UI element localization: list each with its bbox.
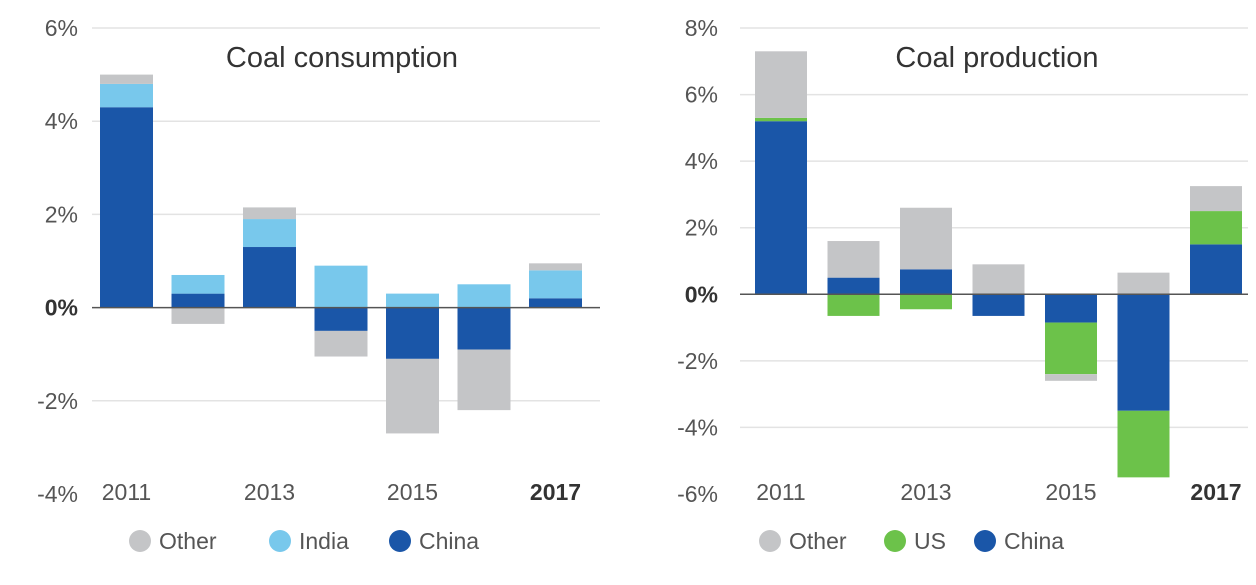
chart-2-bar-other-2012 (827, 241, 880, 278)
chart-2-y-tick-label: 6% (685, 82, 718, 108)
chart-1-bar-china-2011 (100, 107, 153, 308)
chart-1-title: Coal consumption (226, 42, 458, 74)
chart-2-bar-other-2016 (1117, 272, 1170, 295)
chart-2-bar-other-2013 (900, 207, 952, 270)
chart-1-bar-india-2011 (100, 83, 153, 108)
chart-2-y-tick-label: 4% (685, 148, 718, 174)
chart-2-legend-label-other: Other (789, 528, 847, 554)
chart-1-bar-other-2011 (100, 74, 153, 84)
chart-1-legend-swatch-india (269, 530, 291, 552)
chart-2-y-tick-label: -4% (677, 414, 718, 440)
chart-1-bar-india-2017 (529, 270, 582, 299)
chart-2-y-tick-label: 0% (685, 281, 718, 307)
chart-1-bar-india-2012 (171, 274, 225, 294)
chart-2-bar-other-2015 (1045, 374, 1097, 381)
chart-1-y-tick-label: 0% (45, 295, 78, 321)
chart-2-legend-label-china: China (1004, 528, 1064, 554)
chart-2-x-tick-label: 2011 (756, 479, 805, 505)
chart-1-x-tick-label: 2017 (530, 479, 581, 505)
chart-1-bar-india-2016 (457, 284, 511, 308)
chart-2-legend-swatch-china (974, 530, 996, 552)
chart-1-bar-other-2012 (171, 307, 225, 324)
chart-2-bar-other-2014 (972, 264, 1025, 295)
chart-2-y-tick-label: -2% (677, 348, 718, 374)
chart-1-legend-swatch-other (129, 530, 151, 552)
chart-2-bar-us-2015 (1045, 322, 1097, 375)
chart-1-bar-china-2015 (386, 307, 439, 359)
chart-1-legend-swatch-china (389, 530, 411, 552)
chart-1-bar-china-2017 (529, 298, 582, 308)
chart-2-bar-us-2017 (1190, 211, 1242, 245)
chart-2-bar-china-2011 (755, 121, 807, 295)
chart-2-bar-china-2016 (1117, 294, 1170, 411)
chart-1-bar-china-2012 (171, 293, 225, 308)
chart-1-y-tick-label: -2% (37, 388, 78, 414)
chart-2-bar-china-2014 (972, 294, 1025, 316)
chart-2-bar-us-2012 (827, 294, 880, 316)
chart-2-bar-us-2016 (1117, 410, 1170, 478)
chart-1-bar-other-2014 (314, 330, 368, 357)
chart-1-bar-other-2013 (243, 207, 296, 220)
chart-2-bar-china-2017 (1190, 244, 1242, 295)
chart-2-legend-swatch-other (759, 530, 781, 552)
chart-1-y-tick-label: 2% (45, 201, 78, 227)
chart-2-bar-china-2012 (827, 277, 880, 295)
chart-1-bar-china-2016 (457, 307, 511, 350)
chart-2-bar-china-2015 (1045, 294, 1097, 323)
chart-2-y-tick-label: -6% (677, 481, 718, 507)
chart-1-bar-other-2015 (386, 358, 439, 434)
chart-2-x-tick-label: 2017 (1190, 479, 1241, 505)
chart-1-bar-india-2015 (386, 293, 439, 308)
chart-1-bar-other-2016 (457, 349, 511, 411)
chart-2-y-tick-label: 2% (685, 215, 718, 241)
chart-1-legend-label-other: Other (159, 528, 217, 554)
chart-2-bar-us-2013 (900, 294, 952, 310)
chart-2-bar-china-2013 (900, 269, 952, 295)
chart-1-x-tick-label: 2015 (387, 479, 438, 505)
chart-2-bar-other-2017 (1190, 186, 1242, 212)
chart-1-bar-china-2014 (314, 307, 368, 331)
chart-1-x-tick-label: 2013 (244, 479, 295, 505)
chart-2-bar-us-2011 (755, 117, 807, 122)
chart-1-x-tick-label: 2011 (102, 479, 151, 505)
chart-1-legend-label-china: China (419, 528, 479, 554)
chart-1-y-tick-label: 4% (45, 108, 78, 134)
chart-1-bar-china-2013 (243, 247, 296, 308)
chart-2-x-tick-label: 2013 (900, 479, 951, 505)
chart-1-y-tick-label: -4% (37, 481, 78, 507)
chart-2-legend-swatch-us (884, 530, 906, 552)
chart-2-title: Coal production (895, 42, 1098, 74)
chart-1-y-tick-label: 6% (45, 15, 78, 41)
chart-2-bar-other-2011 (755, 51, 807, 118)
chart-1-bar-india-2013 (243, 219, 296, 248)
chart-2-y-tick-label: 8% (685, 15, 718, 41)
chart-2-x-tick-label: 2015 (1045, 479, 1096, 505)
chart-1-bar-india-2014 (314, 265, 368, 308)
chart-1-legend-label-india: India (299, 528, 349, 554)
chart-1-bar-other-2017 (529, 263, 582, 271)
chart-2-legend-label-us: US (914, 528, 946, 554)
